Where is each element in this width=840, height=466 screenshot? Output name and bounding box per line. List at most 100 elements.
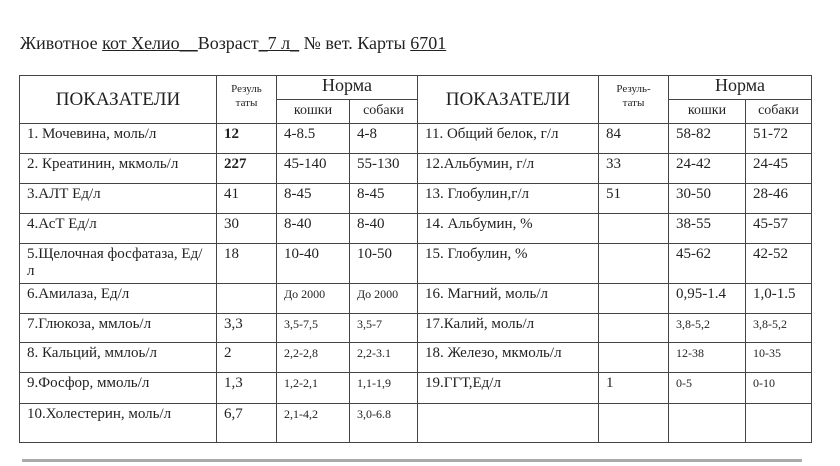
left-result: 18 — [216, 243, 277, 284]
table-row: 5.Щелочная фосфатаза, Ед/л 18 10-40 10-50 15… — [19, 243, 812, 284]
left-result: 1,3 — [216, 372, 277, 404]
left-result: 6,7 — [216, 403, 277, 443]
left-norm-cats: 45-140 — [276, 153, 350, 184]
table-row: 10.Холестерин, моль/л 6,7 2,1-4,2 3,0-6.8 — [19, 403, 812, 443]
left-norm-dogs: 2,2-3.1 — [349, 342, 418, 373]
left-norm-dogs: 4-8 — [349, 123, 418, 154]
right-indicator — [417, 403, 599, 443]
right-norm-dogs: 3,8-5,2 — [745, 313, 812, 343]
right-norm-cats: 12-38 — [668, 342, 746, 373]
right-result: 33 — [598, 153, 669, 184]
results-header-right: Резуль-таты — [598, 75, 669, 124]
left-norm-cats: 8-45 — [276, 183, 350, 214]
left-result: 2 — [216, 342, 277, 373]
age-value: _7 л_ — [258, 33, 300, 53]
animal-value: кот Хелио__ — [102, 33, 198, 53]
right-indicator: 14. Альбумин, % — [417, 213, 599, 244]
right-indicator: 17.Калий, моль/л — [417, 313, 599, 343]
right-norm-dogs: 10-35 — [745, 342, 812, 373]
divider — [22, 459, 802, 462]
cats-header-left: кошки — [276, 99, 350, 124]
left-indicator: 5.Щелочная фосфатаза, Ед/л — [19, 243, 217, 284]
right-norm-cats: 0,95-1.4 — [668, 283, 746, 314]
left-result: 227 — [216, 153, 277, 184]
right-norm-dogs: 45-57 — [745, 213, 812, 244]
right-result — [598, 403, 669, 443]
table-row: 2. Креатинин, мкмоль/л 227 45-140 55-130 12.… — [19, 153, 812, 184]
indicators-header-left: ПОКАЗАТЕЛИ — [19, 75, 217, 124]
right-result: 1 — [598, 372, 669, 404]
table-row: 3.АЛТ Ед/л 41 8-45 8-45 13. Глобулин,г/л 51 30… — [19, 183, 812, 214]
cats-header-right: кошки — [668, 99, 746, 124]
dogs-header-right: собаки — [745, 99, 812, 124]
right-result — [598, 313, 669, 343]
left-norm-dogs: 10-50 — [349, 243, 418, 284]
table-row: 9.Фосфор, ммоль/л 1,3 1,2-2,1 1,1-1,9 19.ГГТ… — [19, 372, 812, 404]
left-norm-cats: До 2000 — [276, 283, 350, 314]
right-indicator: 13. Глобулин,г/л — [417, 183, 599, 214]
left-norm-cats: 2,2-2,8 — [276, 342, 350, 373]
left-result: 30 — [216, 213, 277, 244]
left-norm-cats: 2,1-4,2 — [276, 403, 350, 443]
indicators-header-right: ПОКАЗАТЕЛИ — [417, 75, 599, 124]
left-indicator: 10.Холестерин, моль/л — [19, 403, 217, 443]
table-row: 1. Мочевина, моль/л 12 4-8.5 4-8 11. Общий б… — [19, 123, 812, 154]
age-label: Возраст — [197, 33, 259, 53]
table-row: 7.Глюкоза, ммлоь/л 3,3 3,5-7,5 3,5-7 17.Кали… — [19, 313, 812, 343]
left-norm-cats: 8-40 — [276, 213, 350, 244]
right-norm-dogs: 51-72 — [745, 123, 812, 154]
left-result — [216, 283, 277, 314]
left-norm-dogs: 3,5-7 — [349, 313, 418, 343]
left-indicator: 4.АсТ Ед/л — [19, 213, 217, 244]
right-norm-cats: 45-62 — [668, 243, 746, 284]
left-norm-dogs: 1,1-1,9 — [349, 372, 418, 404]
left-norm-dogs: До 2000 — [349, 283, 418, 314]
right-norm-cats: 24-42 — [668, 153, 746, 184]
animal-label: Животное — [20, 33, 103, 53]
right-norm-dogs: 24-45 — [745, 153, 812, 184]
left-indicator: 7.Глюкоза, ммлоь/л — [19, 313, 217, 343]
results-table: ПОКАЗАТЕЛИ Резуль таты Норма ПОКАЗАТЕЛИ … — [19, 75, 812, 443]
card-value: 6701 — [410, 33, 447, 53]
right-norm-cats: 38-55 — [668, 213, 746, 244]
left-indicator: 2. Креатинин, мкмоль/л — [19, 153, 217, 184]
table-row: 4.АсТ Ед/л 30 8-40 8-40 14. Альбумин, % 38-55… — [19, 213, 812, 244]
left-indicator: 9.Фосфор, ммоль/л — [19, 372, 217, 404]
left-norm-cats: 10-40 — [276, 243, 350, 284]
right-norm-cats: 0-5 — [668, 372, 746, 404]
right-result — [598, 213, 669, 244]
right-indicator: 11. Общий белок, г/л — [417, 123, 599, 154]
right-indicator: 15. Глобулин, % — [417, 243, 599, 284]
right-norm-dogs: 1,0-1.5 — [745, 283, 812, 314]
left-norm-cats: 1,2-2,1 — [276, 372, 350, 404]
dogs-header-left: собаки — [349, 99, 418, 124]
left-result: 12 — [216, 123, 277, 154]
left-result: 3,3 — [216, 313, 277, 343]
right-norm-cats: 3,8-5,2 — [668, 313, 746, 343]
right-norm-cats — [668, 403, 746, 443]
results-header-left: Резуль таты — [216, 75, 277, 124]
right-result — [598, 283, 669, 314]
right-norm-cats: 58-82 — [668, 123, 746, 154]
left-norm-cats: 4-8.5 — [276, 123, 350, 154]
right-indicator: 18. Железо, мкмоль/л — [417, 342, 599, 373]
table-row: 8. Кальций, ммлоь/л 2 2,2-2,8 2,2-3.1 18. Же… — [19, 342, 812, 373]
left-indicator: 8. Кальций, ммлоь/л — [19, 342, 217, 373]
table-row: 6.Амилаза, Ед/л До 2000 До 2000 16. Магний,… — [19, 283, 812, 314]
right-norm-dogs — [745, 403, 812, 443]
left-norm-dogs: 55-130 — [349, 153, 418, 184]
left-norm-dogs: 8-45 — [349, 183, 418, 214]
right-result — [598, 243, 669, 284]
left-indicator: 1. Мочевина, моль/л — [19, 123, 217, 154]
right-result: 51 — [598, 183, 669, 214]
form-header: Животное кот Хелио__Возраст_7 л_ № вет. … — [20, 33, 446, 54]
right-indicator: 12.Альбумин, г/л — [417, 153, 599, 184]
left-indicator: 3.АЛТ Ед/л — [19, 183, 217, 214]
card-label: № вет. Карты — [299, 33, 411, 53]
right-norm-cats: 30-50 — [668, 183, 746, 214]
right-result — [598, 342, 669, 373]
right-indicator: 19.ГГТ,Ед/л — [417, 372, 599, 404]
left-norm-dogs: 8-40 — [349, 213, 418, 244]
left-indicator: 6.Амилаза, Ед/л — [19, 283, 217, 314]
